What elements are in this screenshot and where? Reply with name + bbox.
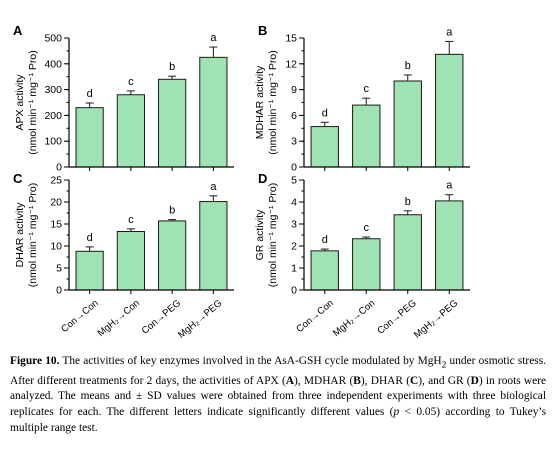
- y-tick-label: 0: [291, 162, 297, 174]
- significance-letter: b: [169, 205, 175, 217]
- significance-letter: d: [87, 88, 93, 100]
- y-tick-label: 3: [291, 219, 297, 231]
- caption-subscript: 2: [441, 360, 447, 371]
- caption-panel-ref: C: [410, 374, 419, 387]
- bar: [310, 126, 339, 168]
- y-tick-label: 20: [50, 197, 62, 209]
- y-tick-label: 2: [291, 241, 297, 253]
- caption-text: The activities of key enzymes involved i…: [59, 355, 442, 367]
- bar: [199, 56, 228, 168]
- y-tick-label: 10: [50, 241, 62, 253]
- y-tick-label: 5: [56, 263, 62, 275]
- y-tick-label: 1: [291, 263, 297, 275]
- caption-text: < 0.05) according to Tukey’s multiple ra…: [10, 406, 547, 434]
- significance-letter: d: [322, 107, 328, 119]
- significance-letter: c: [364, 222, 370, 234]
- y-tick-label: 0: [56, 162, 62, 174]
- x-tick-label: Con→Con: [294, 298, 335, 335]
- bar: [435, 53, 464, 168]
- bar: [158, 78, 187, 168]
- bar: [75, 250, 104, 291]
- significance-letter: c: [128, 76, 134, 88]
- y-axis-unit-label: (nmol min⁻¹ mg⁻¹ Pro): [27, 183, 39, 287]
- y-tick-label: 100: [44, 136, 62, 148]
- y-tick-label: 300: [44, 84, 62, 96]
- figure-caption: Figure 10. The activities of key enzymes…: [10, 354, 546, 436]
- bar: [310, 250, 339, 291]
- x-tick-label: Con→Con: [59, 298, 100, 335]
- caption-text: ), and GR (: [418, 374, 471, 387]
- significance-letter: b: [405, 60, 411, 72]
- x-tick-label: MgH₂→Con: [96, 298, 142, 339]
- y-axis-label: MDHAR activity: [254, 65, 266, 139]
- caption-text: under osmotic stress. After different tr…: [10, 355, 546, 387]
- significance-letter: b: [405, 196, 411, 208]
- y-tick-label: 25: [50, 175, 62, 187]
- y-axis-label: GR activity: [254, 209, 266, 261]
- caption-text: ) in roots were analyzed. The means and …: [10, 374, 547, 419]
- panel-label: B: [258, 23, 267, 38]
- x-tick-label: MgH₂→PEG: [412, 298, 460, 341]
- caption-panel-ref: A: [285, 374, 294, 387]
- caption-text: ), MDHAR (: [294, 374, 354, 387]
- y-tick-label: 15: [50, 219, 62, 231]
- significance-letter: a: [446, 26, 453, 38]
- caption-panel-ref: B: [353, 374, 361, 387]
- significance-letter: a: [210, 32, 217, 44]
- y-tick-label: 6: [291, 110, 297, 122]
- y-tick-label: 3: [291, 136, 297, 148]
- panel-label: D: [258, 171, 267, 186]
- y-tick-label: 200: [44, 110, 62, 122]
- y-axis-unit-label: (nmol min⁻¹ mg⁻¹ Pro): [267, 183, 279, 287]
- caption-italic: p: [393, 406, 400, 419]
- y-tick-label: 400: [44, 58, 62, 70]
- y-axis-unit-label: (nmol min⁻¹ mg⁻¹ Pro): [27, 50, 39, 154]
- x-tick-label: MgH₂→Con: [331, 298, 377, 339]
- significance-letter: a: [210, 181, 217, 193]
- bar: [116, 230, 145, 291]
- bar: [352, 238, 381, 291]
- significance-letter: d: [87, 232, 93, 244]
- caption-panel-ref: D: [470, 374, 479, 387]
- x-tick-label: MgH₂→PEG: [176, 298, 224, 341]
- bar: [352, 104, 381, 168]
- y-tick-label: 0: [291, 285, 297, 297]
- y-tick-label: 5: [291, 175, 297, 187]
- bar: [116, 94, 145, 168]
- significance-letter: a: [446, 180, 453, 192]
- bar: [393, 214, 422, 291]
- significance-letter: d: [322, 234, 328, 246]
- caption-label: Figure 10.: [10, 355, 60, 367]
- y-tick-label: 12: [285, 58, 297, 70]
- bar: [75, 107, 104, 168]
- significance-letter: c: [364, 83, 370, 95]
- y-tick-label: 0: [56, 285, 62, 297]
- significance-letter: b: [169, 61, 175, 73]
- bar: [435, 200, 464, 291]
- panel-label: A: [13, 23, 23, 38]
- bar: [199, 201, 228, 291]
- bar: [158, 220, 187, 291]
- significance-letter: c: [128, 214, 134, 226]
- y-axis-label: DHAR activity: [14, 202, 26, 268]
- y-tick-label: 15: [285, 33, 297, 45]
- y-tick-label: 500: [44, 33, 62, 45]
- caption-text: ), DHAR (: [360, 374, 411, 387]
- y-axis-unit-label: (nmol min⁻¹ mg⁻¹ Pro): [267, 50, 279, 154]
- y-tick-label: 9: [291, 84, 297, 96]
- y-axis-label: APX activity: [14, 74, 26, 131]
- y-tick-label: 4: [291, 197, 297, 209]
- bar: [393, 80, 422, 168]
- panel-label: C: [13, 171, 23, 186]
